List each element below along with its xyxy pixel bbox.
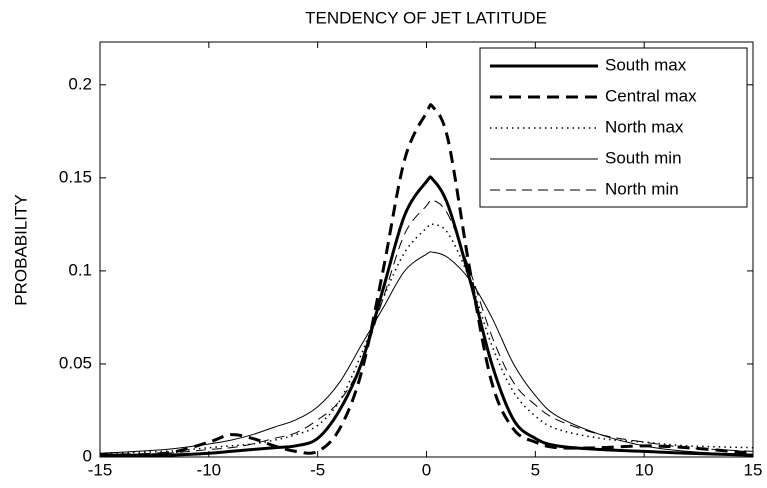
x-tick-label: -10 [197, 460, 222, 479]
legend-label: Central max [605, 86, 697, 105]
y-axis-label: PROBABILITY [11, 194, 30, 305]
x-tick-label: 5 [531, 460, 540, 479]
y-tick-label: 0.1 [68, 260, 92, 279]
y-tick-label: 0 [83, 446, 92, 465]
chart-title: TENDENCY OF JET LATITUDE [305, 8, 547, 27]
legend-label: South max [605, 55, 687, 74]
x-tick-label: -5 [310, 460, 325, 479]
x-tick-label: 10 [635, 460, 654, 479]
series-line [100, 175, 753, 457]
legend-label: North min [605, 179, 679, 198]
y-tick-label: 0.05 [59, 353, 92, 372]
series-line [100, 199, 753, 456]
y-tick-label: 0.15 [59, 167, 92, 186]
x-tick-label: 0 [422, 460, 431, 479]
y-tick-label: 0.2 [68, 74, 92, 93]
x-tick-label: -15 [88, 460, 113, 479]
legend-label: North max [605, 117, 684, 136]
legend-box [479, 47, 748, 208]
legend-label: South min [605, 148, 682, 167]
x-tick-label: 15 [744, 460, 763, 479]
series-line [100, 223, 753, 455]
series-line [100, 103, 753, 457]
series-line [100, 251, 753, 456]
